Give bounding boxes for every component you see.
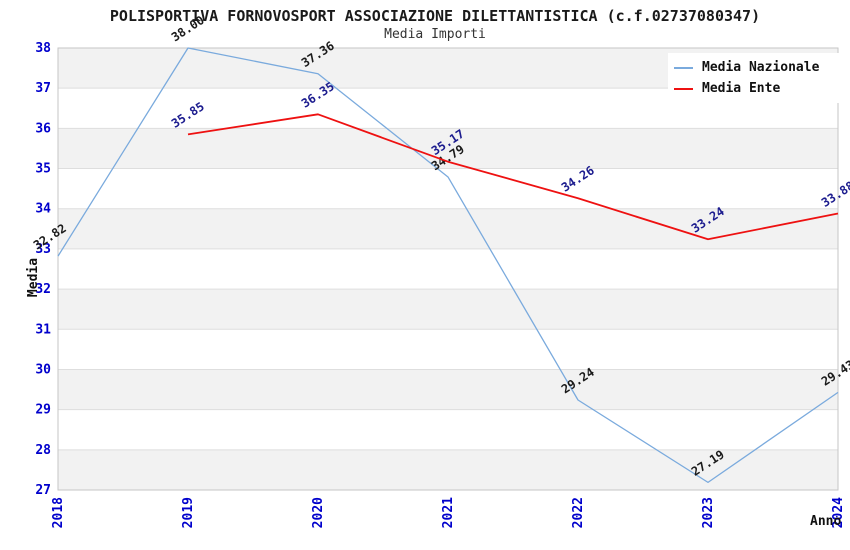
chart-subtitle: Media Importi bbox=[384, 27, 486, 42]
x-tick-label: 2022 bbox=[571, 497, 586, 528]
legend-label-media-nazionale: Media Nazionale bbox=[702, 60, 820, 75]
x-tick-label: 2020 bbox=[311, 497, 326, 528]
legend-item-media-nazionale: Media Nazionale bbox=[674, 60, 847, 75]
y-axis-title: Media bbox=[26, 257, 42, 298]
y-tick-label: 31 bbox=[35, 322, 51, 337]
y-tick-label: 35 bbox=[35, 162, 51, 177]
y-tick-label: 33 bbox=[35, 242, 51, 257]
data-label: 38.00 bbox=[169, 13, 207, 44]
x-tick-label: 2021 bbox=[441, 497, 456, 528]
plot-band bbox=[58, 449, 838, 490]
x-tick-label: 2024 bbox=[831, 497, 846, 528]
x-axis-title: Anno bbox=[810, 514, 842, 529]
legend-item-media-ente: Media Ente bbox=[674, 81, 847, 96]
plot-border bbox=[57, 47, 839, 491]
data-label: 33.88 bbox=[819, 178, 850, 209]
plot-band bbox=[58, 208, 838, 249]
y-tick-label: 27 bbox=[35, 483, 51, 498]
y-tick-label: 34 bbox=[35, 202, 51, 217]
y-tick-label: 37 bbox=[35, 81, 51, 96]
y-tick-label: 29 bbox=[35, 403, 51, 418]
legend-line-media-nazionale-icon bbox=[674, 66, 693, 69]
y-tick-label: 38 bbox=[35, 41, 51, 56]
legend: Media Nazionale Media Ente bbox=[668, 53, 847, 103]
series-line-media-ente bbox=[187, 113, 839, 241]
legend-label-media-ente: Media Ente bbox=[702, 81, 781, 96]
plot-band bbox=[58, 369, 838, 410]
x-tick-label: 2018 bbox=[51, 497, 66, 528]
legend-line-media-ente-icon bbox=[674, 87, 693, 90]
y-tick-label: 32 bbox=[35, 282, 51, 297]
y-tick-label: 28 bbox=[35, 443, 51, 458]
y-tick-label: 30 bbox=[35, 362, 51, 377]
data-label: 35.85 bbox=[169, 99, 207, 130]
x-tick-label: 2019 bbox=[181, 497, 196, 528]
plot-band bbox=[58, 289, 838, 330]
series-line-media-nazionale bbox=[57, 47, 839, 484]
x-tick-label: 2023 bbox=[701, 497, 716, 528]
y-tick-label: 36 bbox=[35, 121, 51, 136]
chart-title: POLISPORTIVA FORNOVOSPORT ASSOCIAZIONE D… bbox=[109, 7, 761, 25]
